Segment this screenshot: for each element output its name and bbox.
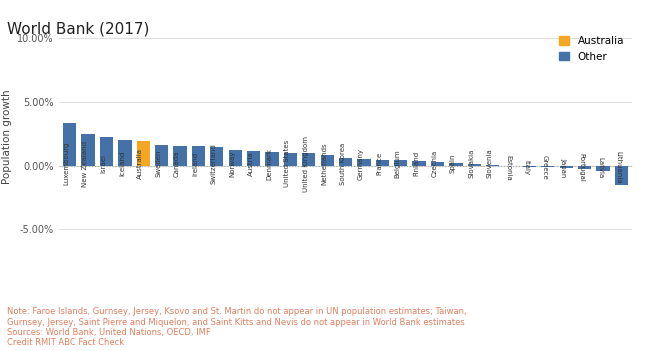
- Bar: [173, 146, 186, 166]
- Bar: [247, 151, 260, 166]
- Bar: [449, 163, 462, 166]
- Bar: [265, 152, 278, 166]
- Bar: [229, 150, 242, 166]
- Bar: [523, 166, 536, 167]
- Bar: [357, 159, 370, 166]
- Text: Czechia: Czechia: [432, 150, 437, 177]
- Bar: [284, 153, 297, 166]
- Text: Luxembourg: Luxembourg: [64, 142, 70, 185]
- Text: Canada: Canada: [174, 151, 180, 177]
- Text: Sweden: Sweden: [156, 150, 162, 177]
- Bar: [431, 163, 444, 166]
- Text: Ireland: Ireland: [192, 152, 198, 176]
- Text: Germany: Germany: [358, 148, 364, 180]
- Bar: [541, 166, 554, 167]
- Text: Denmark: Denmark: [266, 148, 272, 180]
- Text: Italy: Italy: [524, 160, 529, 175]
- Text: Slovakia: Slovakia: [468, 149, 474, 178]
- Text: South Korea: South Korea: [340, 143, 346, 185]
- Bar: [82, 134, 95, 166]
- Text: Slovenia: Slovenia: [486, 149, 493, 179]
- Bar: [559, 166, 573, 168]
- Text: New Zealand: New Zealand: [82, 141, 88, 187]
- Bar: [210, 147, 224, 166]
- Text: Netherlands: Netherlands: [321, 142, 327, 185]
- Text: Belgium: Belgium: [394, 149, 401, 178]
- Bar: [376, 160, 389, 166]
- Bar: [413, 161, 426, 166]
- Text: Iceland: Iceland: [119, 151, 125, 176]
- Bar: [155, 145, 168, 166]
- Text: Australia: Australia: [138, 148, 143, 179]
- Bar: [467, 164, 481, 166]
- Text: Finland: Finland: [413, 151, 419, 176]
- Text: Japan: Japan: [560, 158, 566, 177]
- Text: Spain: Spain: [450, 154, 456, 173]
- Bar: [394, 160, 408, 166]
- Text: Norway: Norway: [230, 150, 235, 177]
- Y-axis label: Population growth: Population growth: [2, 90, 12, 184]
- Bar: [63, 123, 76, 166]
- Bar: [302, 153, 316, 166]
- Text: Israel: Israel: [100, 154, 106, 173]
- Text: Switzerland: Switzerland: [211, 143, 217, 184]
- Bar: [578, 166, 591, 169]
- Bar: [100, 137, 113, 166]
- Text: United Kingdom: United Kingdom: [303, 135, 309, 192]
- Legend: Australia, Other: Australia, Other: [556, 33, 627, 65]
- Bar: [137, 141, 150, 166]
- Text: Portugal: Portugal: [578, 153, 585, 182]
- Text: France: France: [376, 152, 382, 175]
- Text: Greece: Greece: [542, 155, 548, 180]
- Text: Estonia: Estonia: [505, 154, 511, 180]
- Bar: [118, 140, 132, 166]
- Text: Note: Faroe Islands, Gurnsey, Jersey, Ksovo and St. Martin do not appear in UN p: Note: Faroe Islands, Gurnsey, Jersey, Ks…: [7, 307, 466, 347]
- Bar: [597, 166, 610, 171]
- Bar: [192, 146, 205, 166]
- Text: Latvia: Latvia: [597, 157, 603, 178]
- Text: United States: United States: [284, 140, 290, 187]
- Text: World Bank (2017): World Bank (2017): [7, 21, 149, 36]
- Bar: [339, 158, 352, 166]
- Text: Austria: Austria: [248, 151, 254, 176]
- Bar: [321, 155, 334, 166]
- Bar: [615, 166, 628, 185]
- Text: Lithuania: Lithuania: [615, 151, 621, 184]
